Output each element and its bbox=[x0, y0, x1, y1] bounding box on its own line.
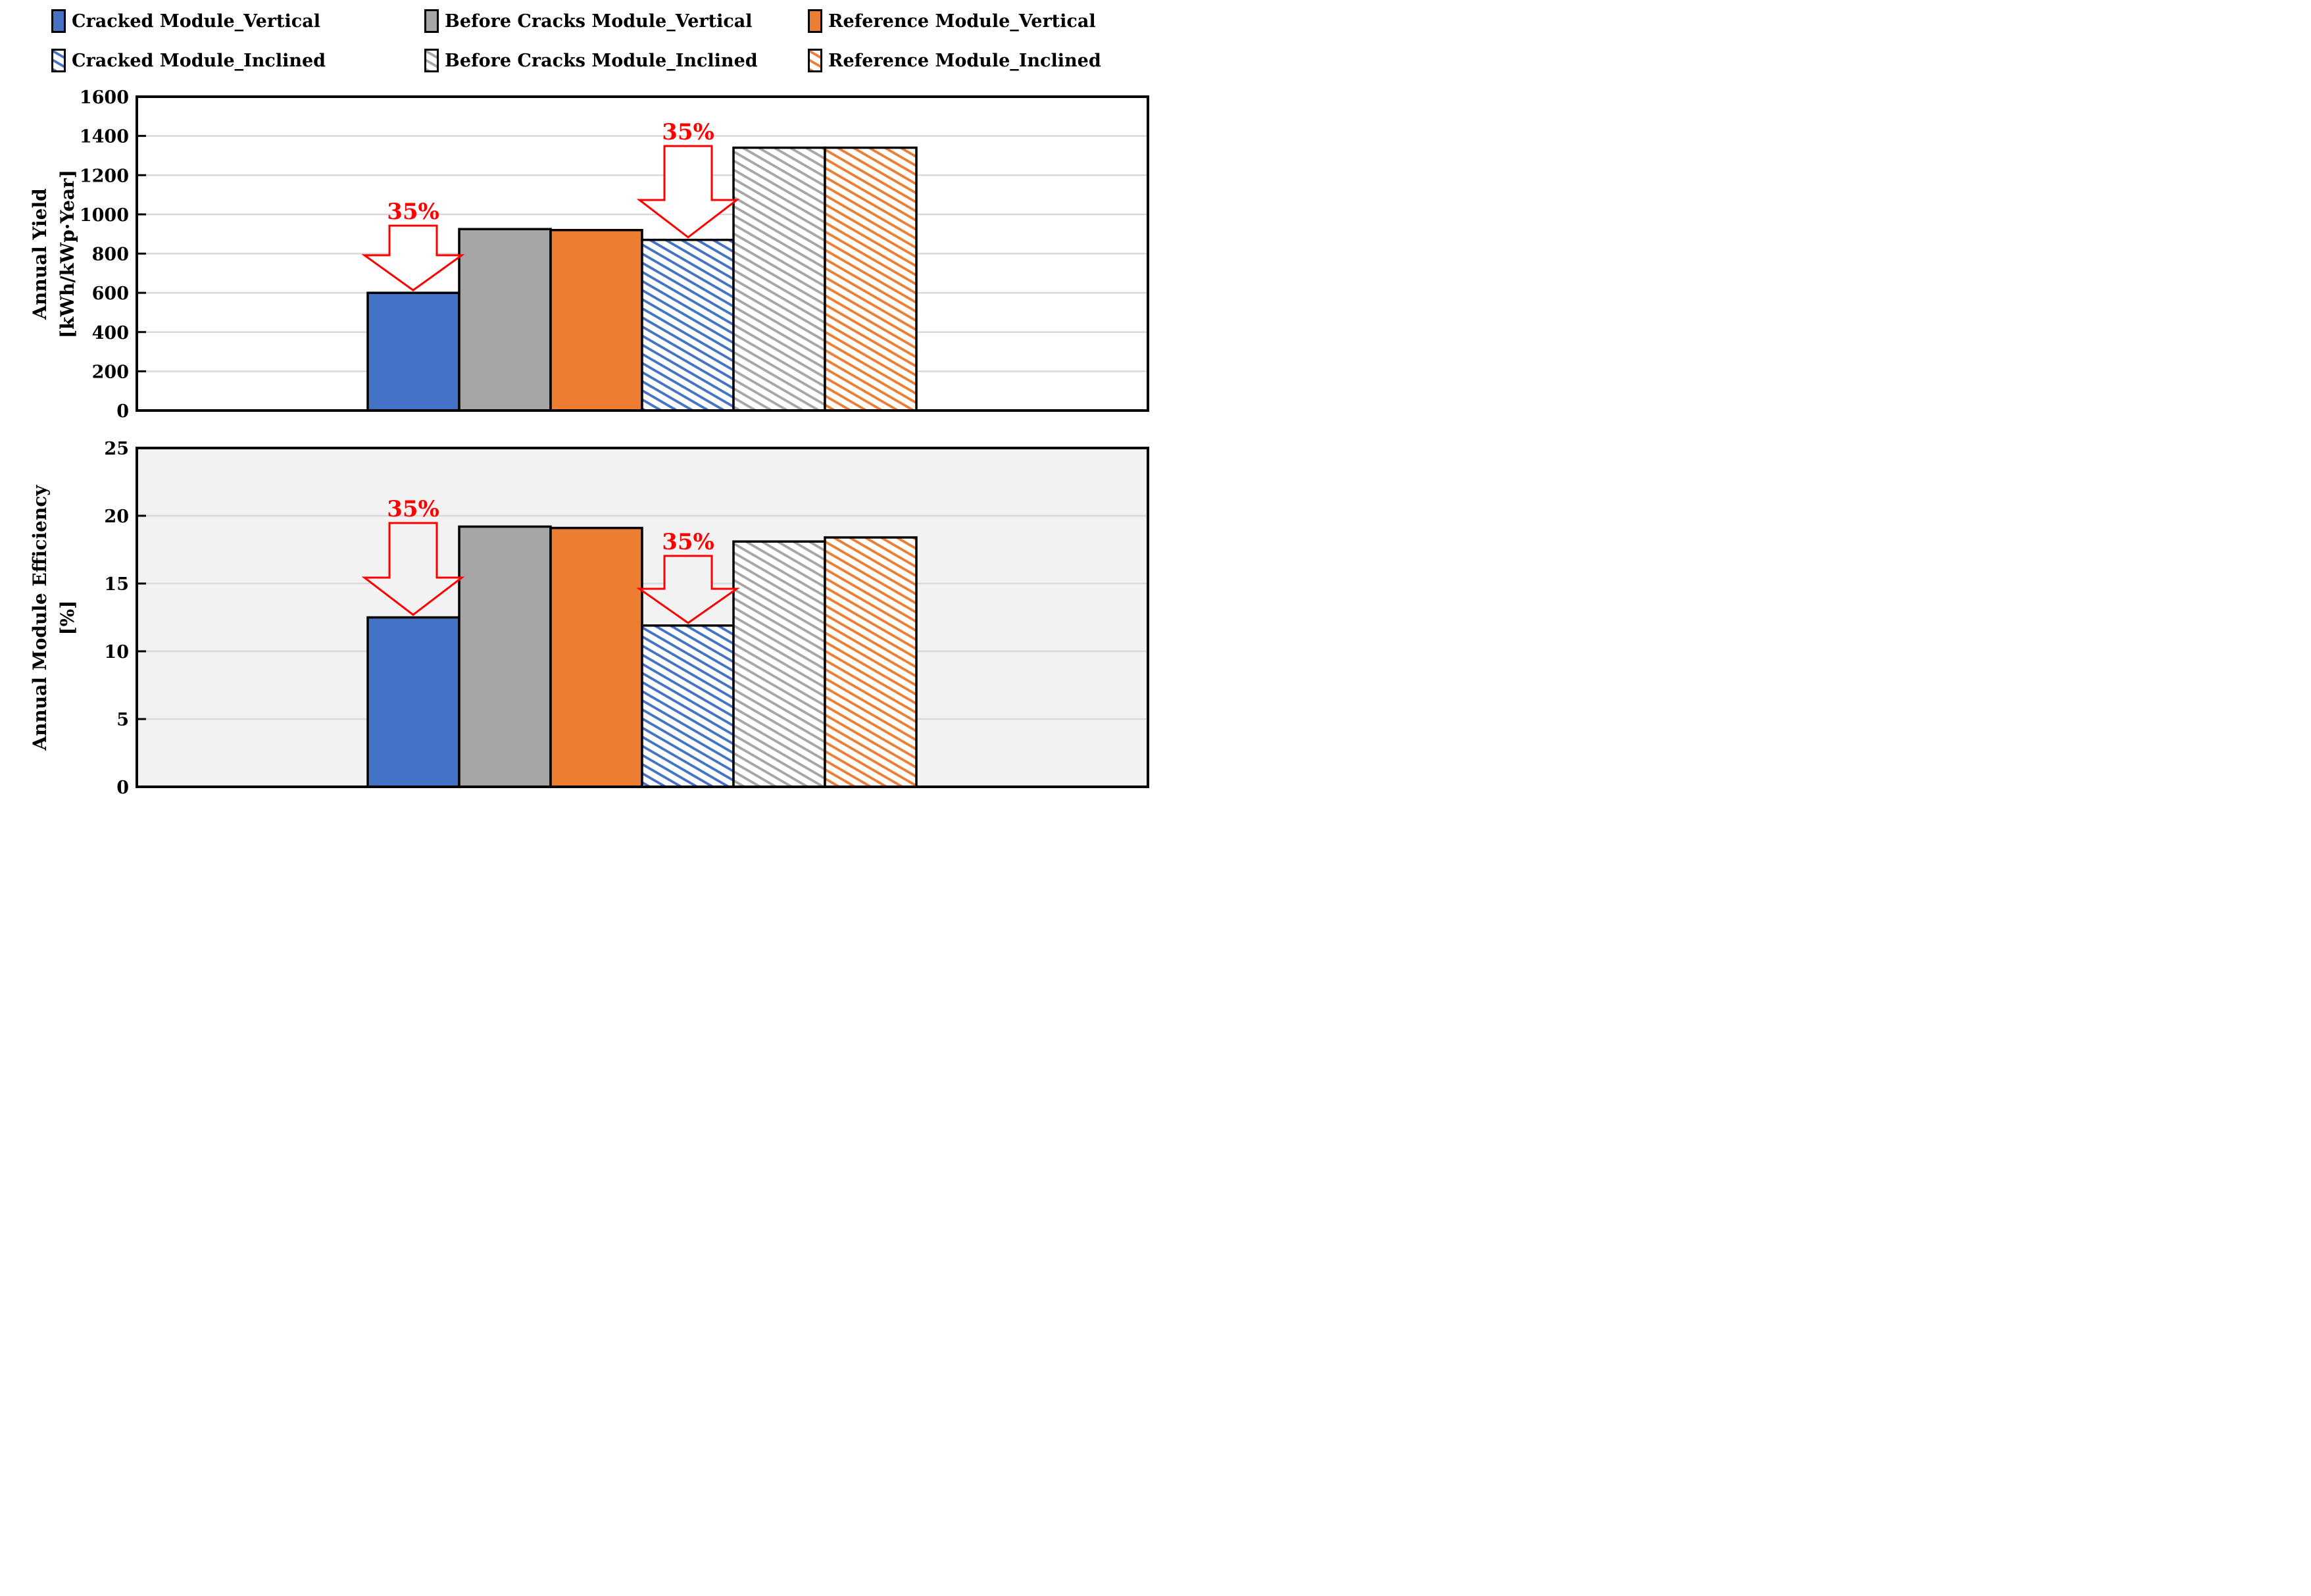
legend-swatch-before-cracks-module-vertical bbox=[424, 9, 439, 33]
efficiency-bar-reference-module-inclined bbox=[824, 536, 918, 788]
efficiency-bar-cracked-module-inclined bbox=[641, 624, 735, 788]
yield-tick-label-1600: 1600 bbox=[80, 87, 129, 108]
yield-tick-label-1000: 1000 bbox=[80, 205, 129, 226]
legend-item-before-cracks-module-inclined: Before Cracks Module_Inclined bbox=[424, 47, 758, 74]
efficiency-tick-label-20: 20 bbox=[104, 507, 129, 527]
efficiency-bar-before-cracks-module-vertical bbox=[458, 525, 552, 788]
yield-bar-reference-module-inclined bbox=[824, 146, 918, 412]
efficiency-tick-label-25: 25 bbox=[104, 439, 129, 459]
yield-tick-label-0: 0 bbox=[116, 401, 129, 422]
legend-swatch-cracked-module-vertical bbox=[51, 9, 66, 33]
efficiency-bar-cracked-module-vertical bbox=[366, 616, 460, 788]
yield-tick-label-200: 200 bbox=[92, 362, 129, 382]
efficiency-reduction-arrow-2-icon bbox=[636, 555, 740, 624]
charts-svg: 0 200 400 600 800 1000 1200 1400 1600 35% 35% 0 5 10… bbox=[29, 87, 1149, 798]
figure-canvas: Cracked Module_Vertical Before Cracks Mo… bbox=[0, 0, 1156, 798]
yield-bar-reference-module-vertical bbox=[549, 228, 643, 412]
yield-tick-label-800: 800 bbox=[92, 245, 129, 265]
yield-reduction-arrow-1-icon bbox=[361, 224, 465, 291]
efficiency-tick-label-5: 5 bbox=[116, 710, 129, 730]
legend-item-reference-module-vertical: Reference Module_Vertical bbox=[808, 8, 1096, 34]
efficiency-tick-label-10: 10 bbox=[104, 642, 129, 662]
legend-label-before-cracks-module-vertical: Before Cracks Module_Vertical bbox=[445, 11, 753, 32]
yield-reduction-label-1: 35% bbox=[387, 199, 439, 225]
legend-item-reference-module-inclined: Reference Module_Inclined bbox=[808, 47, 1101, 74]
yield-axis-title-line1: Annual Yield bbox=[29, 188, 51, 320]
legend-item-cracked-module-inclined: Cracked Module_Inclined bbox=[51, 47, 326, 74]
legend-swatch-before-cracks-module-inclined bbox=[424, 49, 439, 72]
efficiency-tick-label-0: 0 bbox=[116, 778, 129, 798]
legend-item-before-cracks-module-vertical: Before Cracks Module_Vertical bbox=[424, 8, 753, 34]
yield-tick-label-1200: 1200 bbox=[80, 166, 129, 186]
annual-yield-chart: 0 200 400 600 800 1000 1200 1400 1600 35% 35% bbox=[80, 87, 1149, 422]
yield-reduction-arrow-2-icon bbox=[636, 145, 740, 239]
legend-label-cracked-module-vertical: Cracked Module_Vertical bbox=[72, 11, 320, 32]
legend-swatch-cracked-module-inclined bbox=[51, 49, 66, 72]
efficiency-reduction-label-2: 35% bbox=[662, 529, 714, 555]
efficiency-bar-reference-module-vertical bbox=[549, 526, 643, 788]
yield-bar-before-cracks-module-inclined bbox=[732, 146, 826, 412]
efficiency-reduction-arrow-1-icon bbox=[361, 522, 465, 616]
yield-axis-title-line2: [kWh/kWp·Year] bbox=[57, 170, 78, 338]
yield-tick-label-1400: 1400 bbox=[80, 127, 129, 147]
yield-reduction-label-2: 35% bbox=[662, 119, 714, 145]
annual-module-efficiency-chart: 0 5 10 15 20 25 35% 35% bbox=[104, 439, 1149, 798]
legend-label-before-cracks-module-inclined: Before Cracks Module_Inclined bbox=[445, 50, 758, 71]
legend-label-reference-module-inclined: Reference Module_Inclined bbox=[828, 50, 1101, 71]
legend-label-cracked-module-inclined: Cracked Module_Inclined bbox=[72, 50, 326, 71]
yield-bar-before-cracks-module-vertical bbox=[458, 228, 552, 412]
yield-tick-label-400: 400 bbox=[92, 323, 129, 343]
efficiency-reduction-label-1: 35% bbox=[387, 496, 439, 522]
efficiency-bar-before-cracks-module-inclined bbox=[732, 540, 826, 788]
yield-bar-cracked-module-vertical bbox=[366, 291, 460, 412]
yield-tick-label-600: 600 bbox=[92, 284, 129, 304]
legend-swatch-reference-module-vertical bbox=[808, 9, 822, 33]
yield-bar-cracked-module-inclined bbox=[641, 238, 735, 412]
legend-item-cracked-module-vertical: Cracked Module_Vertical bbox=[51, 8, 320, 34]
efficiency-axis-title-line1: Annual Module Efficiency bbox=[29, 485, 51, 751]
legend-swatch-reference-module-inclined bbox=[808, 49, 822, 72]
efficiency-axis-title-line2: [%] bbox=[57, 600, 78, 635]
efficiency-plot-frame bbox=[136, 447, 1149, 788]
efficiency-tick-label-15: 15 bbox=[104, 574, 129, 595]
legend-label-reference-module-vertical: Reference Module_Vertical bbox=[828, 11, 1096, 32]
